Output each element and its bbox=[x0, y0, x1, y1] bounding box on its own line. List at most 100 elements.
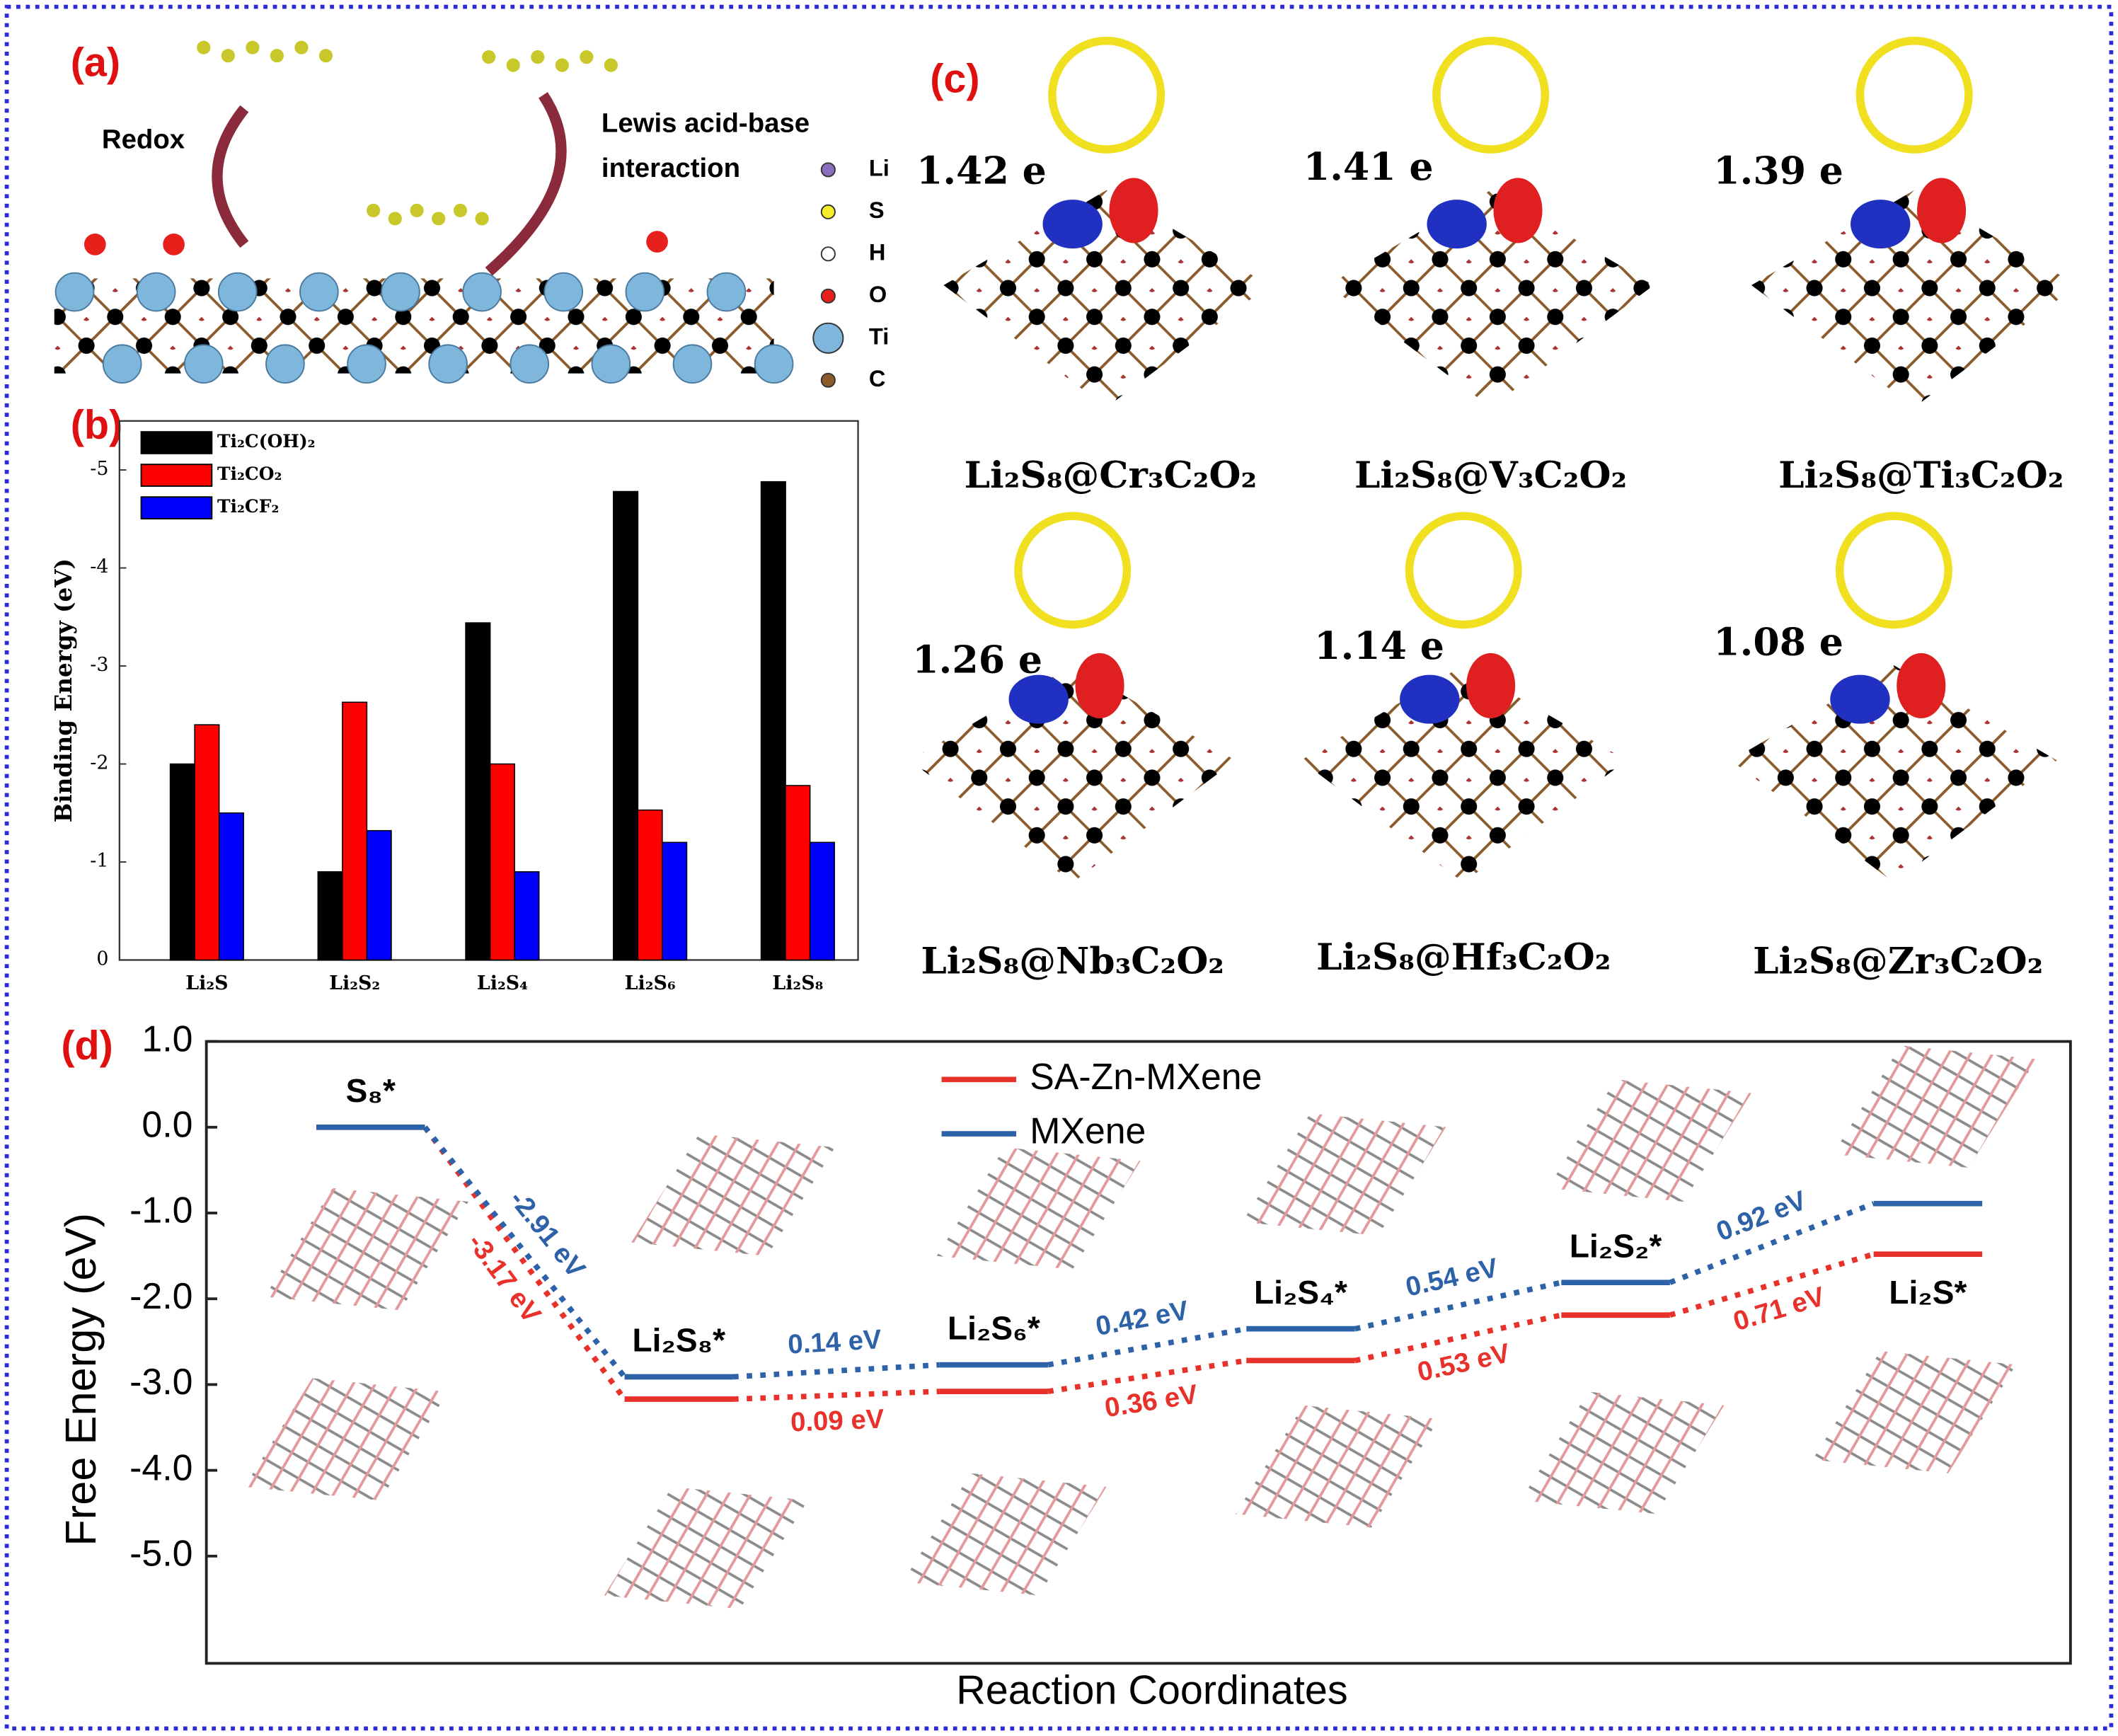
atom bbox=[388, 212, 402, 226]
state-label: Li₂S* bbox=[1889, 1274, 1967, 1311]
arrow bbox=[485, 92, 567, 276]
charge-label: 1.08 e bbox=[1713, 619, 1843, 664]
bar bbox=[366, 829, 392, 961]
y-axis-label: Free Energy (eV) bbox=[57, 1213, 105, 1546]
atom bbox=[299, 272, 339, 312]
annotation: Lewis acid-base bbox=[602, 108, 810, 139]
atom bbox=[84, 234, 106, 255]
charge-density bbox=[1493, 178, 1543, 243]
bar bbox=[194, 724, 220, 961]
atom bbox=[197, 40, 211, 54]
atom bbox=[543, 272, 584, 312]
y-tick-label: 1.0 bbox=[142, 1018, 192, 1059]
y-tick-label: -5 bbox=[90, 458, 108, 480]
bar bbox=[465, 622, 491, 961]
thumbnail bbox=[1520, 1391, 1725, 1514]
x-axis-label: Reaction Coordinates bbox=[956, 1668, 1347, 1713]
charge-density bbox=[1008, 674, 1069, 724]
thumbnail bbox=[265, 1188, 468, 1311]
state-label: Li₂S₆* bbox=[948, 1310, 1040, 1347]
legend-label: Ti bbox=[869, 323, 889, 349]
thumbnail bbox=[1242, 1113, 1446, 1236]
atom bbox=[318, 49, 333, 63]
charge-density bbox=[1897, 653, 1946, 718]
atom bbox=[410, 203, 424, 218]
atom bbox=[475, 212, 489, 226]
structure bbox=[1301, 665, 1627, 883]
step-label: 0.71 eV bbox=[1730, 1281, 1829, 1337]
bar bbox=[489, 763, 515, 961]
atom bbox=[591, 344, 631, 384]
structure-label: Li₂S₈@Zr₃C₂O₂ bbox=[1753, 940, 2043, 983]
connector bbox=[732, 1362, 940, 1380]
legend-label: C bbox=[869, 365, 886, 391]
atom bbox=[555, 58, 569, 72]
step-label: 0.53 eV bbox=[1415, 1338, 1513, 1388]
structure bbox=[1751, 190, 2078, 408]
atom bbox=[646, 231, 668, 253]
legend-swatch bbox=[140, 496, 213, 519]
panel-label: (c) bbox=[930, 56, 979, 101]
x-tick-label: Li₂S₂ bbox=[329, 972, 380, 994]
connector bbox=[1047, 1326, 1247, 1368]
y-tick-label: -3 bbox=[90, 654, 108, 676]
ring bbox=[1432, 36, 1550, 154]
charge-density bbox=[1400, 674, 1460, 724]
y-tick-label: -1 bbox=[90, 850, 108, 872]
thumbnail bbox=[631, 1134, 835, 1256]
bar bbox=[613, 490, 639, 961]
atom bbox=[270, 49, 284, 63]
atom bbox=[183, 344, 224, 384]
structure-label: Li₂S₈@V₃C₂O₂ bbox=[1354, 454, 1627, 497]
legend-swatch bbox=[820, 372, 836, 388]
step-label: 0.09 eV bbox=[790, 1404, 885, 1438]
atom bbox=[102, 344, 142, 384]
thumbnail bbox=[604, 1486, 808, 1609]
atom bbox=[294, 40, 309, 54]
connector bbox=[422, 1125, 627, 1379]
state-label: Li₂S₂* bbox=[1570, 1227, 1662, 1264]
legend-label: Ti₂C(OH)₂ bbox=[217, 431, 316, 452]
atom bbox=[367, 203, 381, 218]
step-label: 0.14 eV bbox=[787, 1324, 882, 1360]
step-label: -3.17 eV bbox=[461, 1228, 547, 1329]
legend-swatch bbox=[820, 162, 836, 178]
y-tick-label: -3.0 bbox=[130, 1361, 192, 1402]
step-label: 0.92 eV bbox=[1713, 1185, 1811, 1247]
thumbnail bbox=[244, 1378, 449, 1501]
arrow bbox=[212, 105, 249, 248]
legend-swatch bbox=[820, 204, 836, 219]
atom bbox=[221, 49, 235, 63]
atom bbox=[432, 212, 446, 226]
legend-label: O bbox=[869, 281, 887, 307]
ring bbox=[1835, 512, 1952, 629]
connector bbox=[732, 1389, 940, 1402]
structure bbox=[1731, 665, 2057, 883]
thumbnail bbox=[902, 1473, 1107, 1596]
panel-label: (d) bbox=[61, 1023, 113, 1068]
y-tick-label: 0.0 bbox=[142, 1103, 192, 1144]
step-label: 0.36 eV bbox=[1103, 1379, 1200, 1423]
legend-label: Ti₂CF₂ bbox=[217, 496, 279, 517]
panel-label: (a) bbox=[71, 40, 120, 85]
x-tick-label: Li₂S₄ bbox=[477, 972, 528, 994]
y-tick-label: -5.0 bbox=[130, 1532, 192, 1573]
atom bbox=[453, 203, 467, 218]
structure-label: Li₂S₈@Nb₃C₂O₂ bbox=[921, 940, 1224, 983]
atom bbox=[265, 344, 305, 384]
atom bbox=[604, 58, 618, 72]
legend-label: S bbox=[869, 197, 885, 223]
thumbnail bbox=[1548, 1079, 1751, 1202]
plot-frame bbox=[205, 1040, 2072, 1665]
legend-label: H bbox=[869, 238, 886, 265]
annotation: Redox bbox=[102, 125, 185, 155]
charge-density bbox=[1830, 674, 1890, 724]
ring bbox=[1855, 36, 1973, 154]
x-tick-label: Li₂S₈ bbox=[772, 972, 823, 994]
legend-swatch bbox=[820, 288, 836, 304]
structure-label: Li₂S₈@Cr₃C₂O₂ bbox=[965, 454, 1257, 497]
x-tick-label: Li₂S bbox=[185, 972, 228, 994]
legend-label: Ti₂CO₂ bbox=[217, 464, 282, 484]
atom bbox=[428, 344, 468, 384]
structure bbox=[943, 190, 1270, 408]
